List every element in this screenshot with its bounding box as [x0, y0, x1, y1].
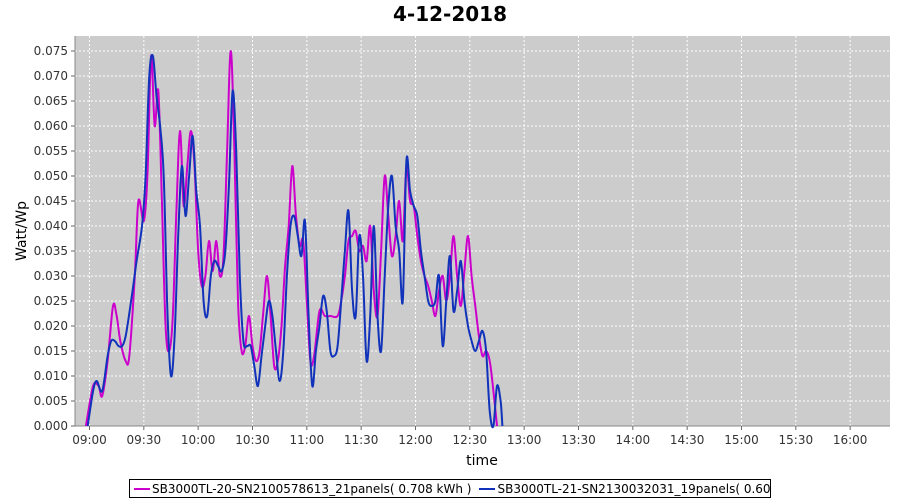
- x-axis-title: time: [466, 453, 498, 469]
- x-tick-label: 13:00: [507, 433, 542, 447]
- x-tick-label: 12:30: [453, 433, 488, 447]
- legend-swatch-series-2: [479, 487, 496, 490]
- x-tick-label: 12:00: [398, 433, 433, 447]
- chart-title: 4-12-2018: [392, 2, 507, 26]
- y-tick-label: 0.030: [34, 269, 68, 283]
- y-axis-title: Watt/Wp: [14, 201, 30, 261]
- y-tick-label: 0.005: [34, 394, 68, 408]
- x-tick-label: 10:00: [181, 433, 216, 447]
- x-tick-label: 11:00: [290, 433, 325, 447]
- y-tick-label: 0.035: [34, 244, 68, 258]
- legend-label-series-1: SB3000TL-20-SN2100578613_21panels( 0.708…: [152, 481, 472, 496]
- x-tick-label: 10:30: [235, 433, 270, 447]
- y-tick-label: 0.065: [34, 94, 68, 108]
- x-tick-label: 09:00: [72, 433, 107, 447]
- legend-item-series-2: SB3000TL-21-SN2130032031_19panels( 0.601…: [479, 481, 771, 496]
- x-tick-label: 14:00: [616, 433, 651, 447]
- x-tick-label: 16:00: [833, 433, 868, 447]
- x-tick-label: 09:30: [127, 433, 162, 447]
- y-tick-label: 0.010: [34, 369, 68, 383]
- legend-item-series-1: SB3000TL-20-SN2100578613_21panels( 0.708…: [134, 482, 471, 496]
- y-tick-labels: 0.000 0.005 0.010 0.015 0.020 0.025 0.030 0.035…: [34, 44, 68, 433]
- series-line-1: [84, 50, 498, 427]
- axes: [71, 36, 890, 430]
- x-tick-label: 14:30: [670, 433, 705, 447]
- y-tick-label: 0.050: [34, 169, 68, 183]
- y-tick-label: 0.040: [34, 219, 68, 233]
- y-tick-label: 0.000: [34, 419, 68, 433]
- x-tick-label: 15:00: [724, 433, 759, 447]
- plot-area: [75, 36, 890, 426]
- y-tick-label: 0.055: [34, 144, 68, 158]
- y-tick-label: 0.025: [34, 294, 68, 308]
- series-line-2: [86, 53, 504, 429]
- x-tick-label: 11:30: [344, 433, 379, 447]
- legend: SB3000TL-20-SN2100578613_21panels( 0.708…: [129, 479, 771, 498]
- y-tick-label: 0.045: [34, 194, 68, 208]
- series-lines: [84, 50, 504, 429]
- x-tick-labels: 09:00 09:30 10:00 10:30 11:00 11:30 12:00 12:30…: [72, 433, 867, 447]
- x-tick-label: 13:30: [561, 433, 596, 447]
- y-tick-label: 0.070: [34, 69, 68, 83]
- legend-label-series-2: SB3000TL-21-SN2130032031_19panels( 0.601…: [497, 481, 771, 496]
- x-tick-label: 15:30: [779, 433, 814, 447]
- y-tick-label: 0.020: [34, 319, 68, 333]
- y-tick-label: 0.075: [34, 44, 68, 58]
- y-tick-label: 0.060: [34, 119, 68, 133]
- line-chart: 0.000 0.005 0.010 0.015 0.020 0.025 0.030 0.035…: [14, 36, 890, 469]
- legend-swatch-series-1: [134, 487, 150, 490]
- y-tick-label: 0.015: [34, 344, 68, 358]
